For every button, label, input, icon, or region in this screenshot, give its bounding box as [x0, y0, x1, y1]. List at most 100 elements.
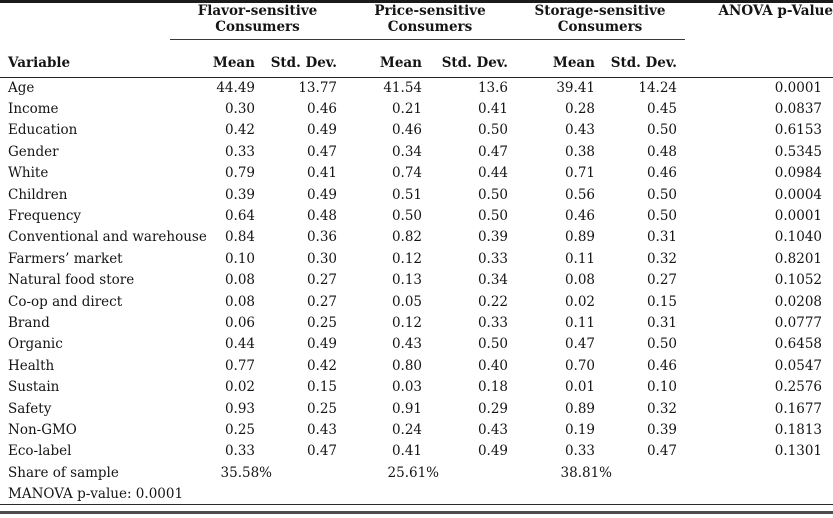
value-cell: 0.29	[477, 400, 508, 417]
table-row: Age 44.49 13.77 41.54 13.6 39.41 14.24 0.0001	[0, 77, 833, 98]
value-cell: 0.01	[564, 379, 595, 396]
value-cell: 0.15	[306, 379, 337, 396]
value-cell: 0.33	[224, 143, 255, 160]
value-cell: 0.32	[646, 400, 678, 417]
subheader-row: Variable Mean Std. Dev. Mean Std. Dev. M…	[0, 49, 833, 78]
row-label: White	[8, 165, 49, 182]
value-cell: 0.22	[477, 293, 508, 310]
share-value-cell	[430, 462, 515, 483]
table-row: Eco-label 0.33 0.47 0.41 0.49 0.33 0.47 0.1301	[0, 441, 833, 462]
value-cell: 0.50	[477, 122, 508, 139]
value-cell: 0.46	[391, 122, 422, 139]
value-cell: 0.6458	[774, 336, 823, 353]
row-label: Conventional and warehouse	[8, 229, 207, 246]
value-cell: 0.56	[564, 186, 595, 203]
table-row: White 0.79 0.41 0.74 0.44 0.71 0.46 0.0984	[0, 163, 833, 184]
table-body: Age 44.49 13.77 41.54 13.6 39.41 14.24 0.0001 In…	[0, 77, 833, 506]
group-header-storage: Storage-sensitive Consumers	[515, 3, 686, 49]
value-cell: 0.33	[564, 443, 595, 460]
value-cell: 0.70	[564, 357, 595, 374]
value-cell: 0.47	[306, 443, 337, 460]
value-cell: 0.48	[646, 143, 678, 160]
value-cell: 0.1052	[774, 272, 823, 289]
value-cell: 0.19	[564, 421, 595, 438]
value-cell: 0.25	[224, 421, 255, 438]
value-cell: 0.02	[564, 293, 595, 310]
empty-corner-cell	[0, 3, 170, 49]
value-cell: 0.50	[646, 122, 678, 139]
value-cell: 0.77	[224, 357, 255, 374]
row-label: Age	[8, 79, 35, 96]
share-percent-value: 25.61%	[387, 464, 439, 481]
value-cell: 0.49	[306, 186, 337, 203]
value-cell: 0.2576	[774, 379, 823, 396]
value-cell: 41.54	[383, 79, 422, 96]
value-cell: 0.46	[646, 165, 678, 182]
table-header: Flavor-sensitive Consumers Price-sensiti…	[0, 3, 833, 78]
group-underline-rule	[515, 39, 686, 40]
value-cell: 0.33	[477, 250, 508, 267]
value-cell: 0.38	[564, 143, 595, 160]
group-label-line: Consumers	[387, 19, 473, 35]
table-row: Children 0.39 0.49 0.51 0.50 0.56 0.50 0.0004	[0, 184, 833, 205]
value-cell: 0.36	[306, 229, 337, 246]
share-value-cell	[605, 462, 685, 483]
value-cell: 0.06	[224, 314, 255, 331]
value-cell: 0.89	[564, 229, 595, 246]
value-cell: 0.40	[477, 357, 508, 374]
value-cell: 0.44	[477, 165, 508, 182]
manova-note-row: MANOVA p-value: 0.0001	[0, 483, 833, 506]
value-cell: 0.10	[224, 250, 255, 267]
value-cell: 0.1677	[774, 400, 823, 417]
value-cell: 0.39	[224, 186, 255, 203]
value-cell: 0.1301	[774, 443, 823, 460]
value-cell: 0.41	[391, 443, 422, 460]
value-cell: 0.24	[391, 421, 422, 438]
value-cell: 0.50	[646, 186, 678, 203]
consumer-segments-table: Flavor-sensitive Consumers Price-sensiti…	[0, 3, 833, 506]
value-cell: 0.30	[224, 101, 255, 118]
value-cell: 0.05	[391, 293, 422, 310]
value-cell: 0.47	[477, 143, 508, 160]
row-label: Eco-label	[8, 443, 72, 460]
value-cell: 0.43	[564, 122, 595, 139]
row-label: Health	[8, 357, 55, 374]
value-cell: 0.89	[564, 400, 595, 417]
value-cell: 0.74	[391, 165, 422, 182]
row-label: Organic	[8, 336, 63, 353]
value-cell: 0.45	[646, 101, 678, 118]
value-cell: 0.13	[391, 272, 422, 289]
value-cell: 0.25	[306, 400, 337, 417]
row-label: Sustain	[8, 379, 60, 396]
value-cell: 0.41	[306, 165, 337, 182]
value-cell: 0.0004	[774, 186, 823, 203]
group-header-price: Price-sensitive Consumers	[345, 3, 515, 49]
value-cell: 14.24	[638, 79, 678, 96]
group-header-flavor: Flavor-sensitive Consumers	[170, 3, 345, 49]
value-cell: 0.11	[564, 250, 595, 267]
value-cell: 0.27	[306, 272, 337, 289]
value-cell: 0.8201	[774, 250, 823, 267]
value-cell: 0.10	[646, 379, 678, 396]
value-cell: 0.47	[306, 143, 337, 160]
value-cell: 0.15	[646, 293, 678, 310]
row-label: Share of sample	[8, 464, 119, 481]
stddev-header: Std. Dev.	[605, 49, 686, 78]
share-value-cell: 38.81%	[515, 462, 612, 483]
value-cell: 0.0208	[774, 293, 823, 310]
value-cell: 0.18	[477, 379, 508, 396]
empty-header-cell	[685, 49, 833, 78]
share-value-cell	[260, 462, 345, 483]
value-cell: 13.77	[298, 79, 337, 96]
share-percent-value: 35.58%	[220, 464, 272, 481]
value-cell: 0.50	[646, 336, 678, 353]
value-cell: 0.50	[646, 208, 678, 225]
value-cell: 0.25	[306, 314, 337, 331]
value-cell: 0.0837	[774, 101, 823, 118]
value-cell: 0.6153	[774, 122, 823, 139]
value-cell: 0.0777	[774, 314, 823, 331]
value-cell: 0.0001	[774, 208, 823, 225]
value-cell: 0.5345	[774, 143, 823, 160]
value-cell: 0.27	[306, 293, 337, 310]
share-value-cell: 25.61%	[345, 462, 439, 483]
